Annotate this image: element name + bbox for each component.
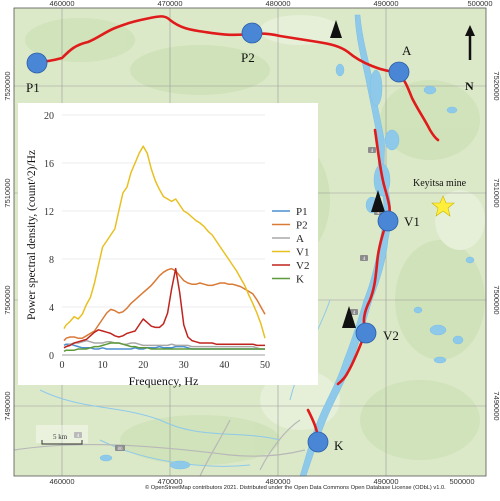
- gray-roads: [13, 419, 306, 477]
- survey-route: [33, 15, 440, 142]
- station-labels: P1 P2 A V1 V2 K: [26, 43, 420, 453]
- map-frame: [13, 7, 487, 477]
- svg-text:P1: P1: [26, 80, 40, 95]
- legend-label-v2: V2: [296, 260, 309, 272]
- svg-text:5 km: 5 km: [53, 433, 68, 441]
- y-coordinates-left: 7520000 7510000 7500000 7490000: [3, 71, 12, 420]
- svg-text:7490000: 7490000: [492, 391, 500, 420]
- svg-text:4: 4: [371, 149, 374, 154]
- y-tick-label: 8: [49, 255, 54, 266]
- svg-text:V1: V1: [404, 214, 420, 229]
- svg-text:V2: V2: [383, 328, 399, 343]
- svg-text:500000: 500000: [467, 0, 492, 8]
- legend-label-a: A: [296, 233, 304, 245]
- svg-text:460000: 460000: [49, 477, 74, 486]
- svg-text:A: A: [402, 43, 412, 58]
- x-tick-label: 40: [219, 360, 229, 371]
- y-axis-label: Power spectral density, (count^2)/Hz: [26, 150, 38, 320]
- series-line-a: [63, 339, 265, 350]
- scale-bar: 5 km: [36, 425, 88, 445]
- triangle-marker-3: [342, 306, 356, 328]
- map-attribution: © OpenStreetMap contributors 2021. Distr…: [145, 485, 446, 491]
- chart-panel: [18, 103, 318, 385]
- svg-text:490000: 490000: [373, 477, 398, 486]
- legend-label-k: K: [296, 274, 304, 286]
- x-tick-label: 30: [179, 360, 189, 371]
- x-coordinates-top: 460000 470000 480000 490000 500000: [49, 0, 492, 8]
- svg-text:7490000: 7490000: [3, 391, 12, 420]
- svg-text:4: 4: [77, 434, 80, 439]
- station-p1: [26, 52, 48, 74]
- mine-label: Keyitsa mine: [413, 178, 467, 189]
- svg-text:7510000: 7510000: [3, 178, 12, 207]
- svg-text:80: 80: [118, 447, 124, 452]
- svg-text:470000: 470000: [157, 477, 182, 486]
- y-tick-label: 20: [44, 111, 54, 122]
- svg-text:480000: 480000: [265, 477, 290, 486]
- series-line-k: [63, 342, 265, 353]
- svg-text:4: 4: [353, 311, 356, 316]
- psd-chart: 0 4 8 12 16 20 0 10 20 30 40 50 Frequency, Hz Power s…: [26, 111, 309, 388]
- station-k: [307, 431, 329, 453]
- legend-label-v1: V1: [296, 247, 309, 259]
- y-coordinates-right: 7520000 7510000 7500000 7490000: [492, 71, 500, 420]
- svg-text:7520000: 7520000: [492, 71, 500, 100]
- y-tick-label: 16: [44, 159, 54, 170]
- legend-label-p1: P1: [296, 206, 308, 218]
- svg-text:7510000: 7510000: [492, 178, 500, 207]
- svg-text:4: 4: [363, 257, 366, 262]
- svg-text:4: 4: [377, 211, 380, 216]
- x-tick-label: 0: [60, 360, 65, 371]
- svg-text:480000: 480000: [265, 0, 290, 8]
- station-a: [388, 61, 410, 83]
- svg-text:N: N: [465, 79, 474, 93]
- stations: [26, 22, 410, 453]
- svg-text:7500000: 7500000: [3, 285, 12, 314]
- x-tick-label: 50: [260, 360, 270, 371]
- triangle-marker-1: [330, 20, 342, 38]
- survey-route-south: [336, 128, 391, 386]
- triangle-marker-2: [371, 190, 385, 212]
- water-bodies: [99, 14, 475, 477]
- svg-text:P2: P2: [241, 50, 255, 65]
- legend-label-p2: P2: [296, 220, 308, 232]
- svg-text:500000: 500000: [449, 477, 474, 486]
- series-line-p2: [63, 267, 266, 342]
- svg-text:470000: 470000: [157, 0, 182, 8]
- station-v2: [355, 322, 377, 344]
- y-tick-label: 0: [49, 351, 54, 362]
- station-v1: [377, 210, 399, 232]
- x-axis-label: Frequency, Hz: [129, 374, 199, 388]
- y-tick-label: 4: [49, 303, 54, 314]
- svg-text:460000: 460000: [49, 0, 74, 8]
- x-coordinates-bottom: 460000 470000 480000 490000 500000: [49, 477, 474, 486]
- svg-text:7520000: 7520000: [3, 71, 12, 100]
- x-tick-label: 20: [138, 360, 148, 371]
- series-line-v1: [63, 145, 266, 339]
- station-p2: [241, 22, 263, 44]
- svg-text:7500000: 7500000: [492, 285, 500, 314]
- mine-star-icon: [431, 195, 455, 217]
- y-tick-label: 12: [44, 207, 54, 218]
- series-line-v2: [63, 267, 265, 349]
- sensor-triangles: [330, 20, 385, 328]
- svg-text:K: K: [334, 438, 344, 453]
- svg-text:490000: 490000: [373, 0, 398, 8]
- north-arrow-icon: N: [465, 25, 475, 93]
- x-tick-label: 10: [98, 360, 108, 371]
- road-badges: 4 4 4 4 4 80: [74, 147, 382, 452]
